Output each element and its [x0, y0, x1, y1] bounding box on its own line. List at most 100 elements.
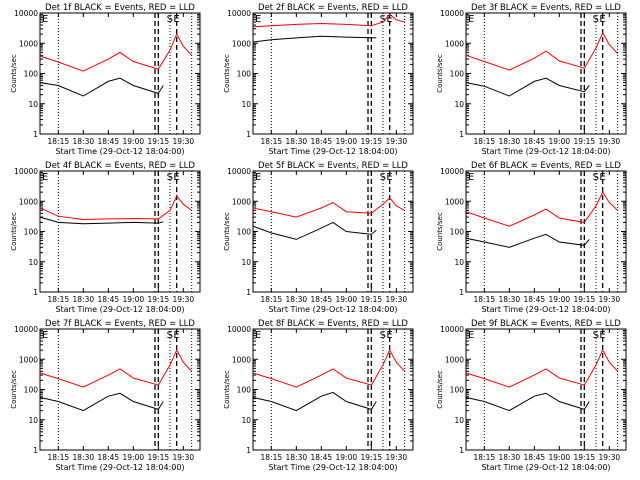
x-tick-label: 19:15	[148, 295, 170, 304]
annotation-label: S	[167, 14, 173, 25]
y-tick-label: 1	[246, 130, 251, 139]
x-tick-label: 19:15	[148, 453, 170, 462]
y-axis-label: Counts/sec	[10, 212, 18, 251]
x-tick-label: 19:00	[336, 137, 358, 146]
y-tick-label: 1000	[445, 197, 464, 206]
panel-4: Det 4f BLACK = Events, RED = LLD 1 10 100 10…	[10, 161, 201, 314]
x-tick-label: 19:00	[123, 295, 145, 304]
y-tick-label: 1	[33, 446, 38, 455]
x-tick-label: 19:00	[336, 453, 358, 462]
series-line-events	[252, 221, 377, 240]
x-tick-label: 19:30	[173, 295, 195, 304]
x-tick-label: 18:45	[524, 295, 546, 304]
y-tick-label: 1	[246, 288, 251, 297]
annotation-label: E	[42, 330, 48, 341]
plot-frame	[465, 170, 627, 293]
x-tick-label: 19:30	[386, 137, 408, 146]
series-line-events	[39, 77, 164, 97]
panel-9: Det 9f BLACK = Events, RED = LLD 1 10 100 10…	[436, 319, 627, 472]
annotation-label: S	[380, 172, 386, 183]
panel-title: Det 8f BLACK = Events, RED = LLD	[258, 319, 408, 329]
y-tick-label: 1000	[445, 355, 464, 364]
y-tick-label: 100	[237, 228, 252, 237]
plot-frame	[465, 328, 627, 451]
annotation-label: E	[255, 172, 261, 183]
series-line-lld	[465, 191, 619, 227]
y-tick-label: 10000	[440, 9, 464, 18]
x-tick-label: 18:15	[48, 137, 70, 146]
y-axis-label: Counts/sec	[436, 54, 444, 93]
plot-frame	[252, 328, 414, 451]
x-tick-label: 19:00	[549, 295, 571, 304]
x-axis-label: Start Time (29-Oct-12 18:04:00)	[481, 147, 610, 156]
x-axis-label: Start Time (29-Oct-12 18:04:00)	[268, 147, 397, 156]
x-tick-label: 18:15	[474, 295, 496, 304]
y-axis-label: Counts/sec	[10, 370, 18, 409]
y-tick-label: 100	[24, 228, 39, 237]
panel-5: Det 5f BLACK = Events, RED = LLD 1 10 100 10…	[223, 161, 414, 314]
x-tick-label: 19:15	[361, 137, 383, 146]
x-tick-label: 18:15	[48, 453, 70, 462]
annotation-label: S	[593, 172, 599, 183]
y-tick-label: 10000	[227, 167, 251, 176]
panel-2: Det 2f BLACK = Events, RED = LLD 1 10 100 10…	[223, 3, 414, 156]
annotation-label: E	[173, 330, 179, 341]
x-axis-label: Start Time (29-Oct-12 18:04:00)	[55, 147, 184, 156]
y-tick-label: 1	[33, 288, 38, 297]
panel-1: Det 1f BLACK = Events, RED = LLD 1 10 100 10…	[10, 3, 201, 156]
series-line-lld	[39, 32, 193, 72]
x-tick-label: 18:45	[524, 137, 546, 146]
annotation-label: S	[167, 172, 173, 183]
y-tick-label: 1	[459, 130, 464, 139]
y-tick-label: 1	[459, 446, 464, 455]
y-tick-label: 100	[237, 386, 252, 395]
series-line-events	[39, 216, 164, 225]
x-axis-label: Start Time (29-Oct-12 18:04:00)	[481, 305, 610, 314]
y-tick-label: 10	[28, 100, 38, 109]
annotation-label: E	[599, 330, 605, 341]
x-tick-label: 18:30	[499, 295, 521, 304]
x-tick-label: 18:30	[286, 295, 308, 304]
annotation-label: S	[380, 14, 386, 25]
x-tick-label: 18:45	[98, 137, 120, 146]
series-line-events	[465, 233, 590, 248]
x-tick-label: 19:30	[386, 453, 408, 462]
panel-title: Det 5f BLACK = Events, RED = LLD	[258, 161, 408, 171]
annotation-label: E	[173, 14, 179, 25]
y-tick-label: 100	[450, 386, 465, 395]
plot-frame	[39, 328, 201, 451]
series-line-lld	[252, 197, 405, 218]
series-line-lld	[252, 348, 406, 388]
y-tick-label: 10000	[14, 9, 38, 18]
y-axis-label: Counts/sec	[223, 212, 231, 251]
y-tick-label: 1	[459, 288, 464, 297]
x-tick-label: 18:45	[311, 137, 333, 146]
y-axis-label: Counts/sec	[436, 212, 444, 251]
x-tick-label: 18:30	[73, 137, 95, 146]
plot-frame	[252, 170, 414, 293]
x-tick-label: 18:30	[499, 453, 521, 462]
y-tick-label: 10	[241, 258, 251, 267]
annotation-label: E	[599, 14, 605, 25]
x-tick-label: 18:15	[474, 453, 496, 462]
x-tick-label: 18:30	[499, 137, 521, 146]
y-tick-label: 100	[24, 386, 39, 395]
y-tick-label: 1000	[232, 355, 251, 364]
plot-frame	[465, 12, 627, 135]
x-tick-label: 19:15	[574, 295, 596, 304]
x-tick-label: 18:45	[98, 453, 120, 462]
y-tick-label: 100	[450, 228, 465, 237]
x-tick-label: 19:30	[599, 295, 621, 304]
panel-6: Det 6f BLACK = Events, RED = LLD 1 10 100 10…	[436, 161, 627, 314]
series-line-events	[39, 392, 164, 412]
y-tick-label: 1000	[19, 355, 38, 364]
panel-title: Det 7f BLACK = Events, RED = LLD	[45, 319, 195, 329]
annotation-label: E	[386, 14, 392, 25]
annotation-label: S	[167, 330, 173, 341]
panel-title: Det 4f BLACK = Events, RED = LLD	[45, 161, 195, 171]
y-axis-label: Counts/sec	[436, 370, 444, 409]
y-tick-label: 100	[24, 70, 39, 79]
panel-title: Det 9f BLACK = Events, RED = LLD	[471, 319, 621, 329]
annotation-label: E	[42, 14, 48, 25]
x-tick-label: 19:00	[549, 453, 571, 462]
